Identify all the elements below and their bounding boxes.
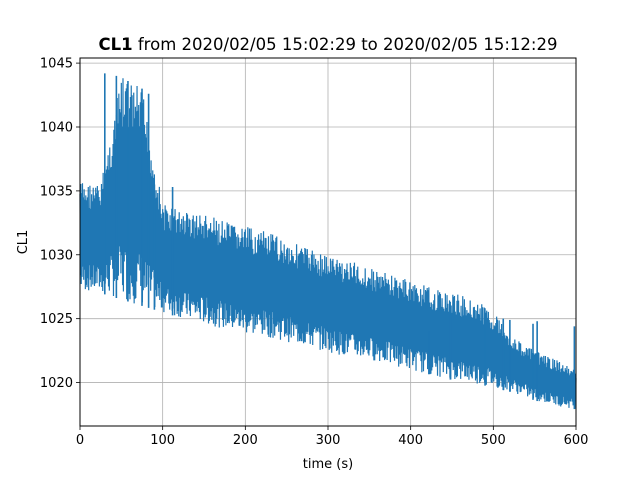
x-tick-label: 500 [481,433,506,448]
x-tick-label: 100 [150,433,175,448]
x-tick-label: 300 [316,433,341,448]
y-tick-label: 1020 [40,376,73,391]
x-axis: 0 100 200 300 400 500 600 [76,426,589,448]
series-line [79,78,577,409]
chart-title: CL1 from 2020/02/05 15:02:29 to 2020/02/… [99,35,558,54]
y-tick-label: 1045 [40,57,73,72]
y-tick-label: 1030 [40,248,73,263]
y-axis-label: CL1 [16,230,31,255]
x-tick-label: 200 [233,433,258,448]
x-axis-label: time (s) [303,457,353,472]
y-tick-label: 1025 [40,312,73,327]
x-tick-label: 400 [398,433,423,448]
data-layer [79,73,577,410]
x-tick-label: 600 [564,433,589,448]
chart-title-rest: from 2020/02/05 15:02:29 to 2020/02/05 1… [133,35,558,54]
y-tick-label: 1040 [40,121,73,136]
chart-title-bold: CL1 [99,35,133,54]
y-tick-label: 1035 [40,184,73,199]
y-axis: 1020 1025 1030 1035 1040 1045 [40,57,80,391]
x-tick-label: 0 [76,433,84,448]
